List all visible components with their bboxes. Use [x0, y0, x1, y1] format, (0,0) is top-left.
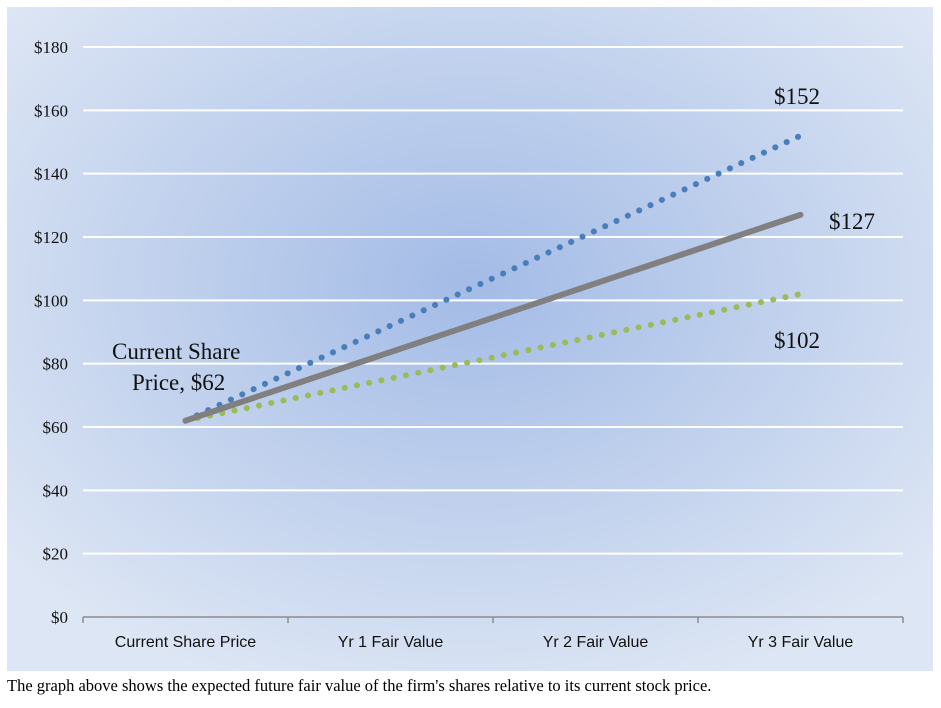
series-line-1	[182, 132, 804, 424]
x-tick-label: Yr 1 Fair Value	[338, 634, 444, 651]
axes: $0 $20 $40 $60 $80 $100 $120 $140 $160 $180 Curren…	[34, 38, 904, 651]
y-tick-label: $60	[43, 418, 69, 437]
chart-area: $0 $20 $40 $60 $80 $100 $120 $140 $160 $180 Curren…	[7, 7, 933, 671]
y-tick-label: $140	[34, 165, 68, 184]
annotations: Current Share Price, $62 $152 $127 $102	[112, 84, 875, 395]
series-line-2	[182, 211, 804, 424]
x-tick-label: Yr 3 Fair Value	[748, 634, 854, 651]
y-tick-label: $160	[34, 101, 68, 120]
x-tick-label: Current Share Price	[115, 634, 256, 651]
gridlines	[83, 46, 903, 555]
figure-caption: The graph above shows the expected futur…	[7, 676, 712, 695]
y-tick-label: $80	[43, 355, 69, 374]
series-line-3	[182, 291, 804, 424]
line-chart: $0 $20 $40 $60 $80 $100 $120 $140 $160 $180 Curren…	[7, 7, 933, 671]
y-tick-label: $100	[34, 291, 68, 310]
x-tick-label: Yr 2 Fair Value	[543, 634, 649, 651]
chart-background	[7, 7, 933, 671]
series-group	[182, 132, 804, 424]
annotation-start-line2: Price, $62	[132, 370, 225, 395]
annotation-high-value: $152	[774, 84, 820, 109]
annotation-mid-value: $127	[829, 209, 875, 234]
y-tick-label: $120	[34, 228, 68, 247]
annotation-low-value: $102	[774, 328, 820, 353]
y-tick-label: $180	[34, 38, 68, 57]
y-tick-label: $20	[43, 545, 69, 564]
y-tick-label: $0	[51, 608, 68, 627]
annotation-start-line1: Current Share	[112, 339, 240, 364]
y-tick-label: $40	[43, 481, 69, 500]
